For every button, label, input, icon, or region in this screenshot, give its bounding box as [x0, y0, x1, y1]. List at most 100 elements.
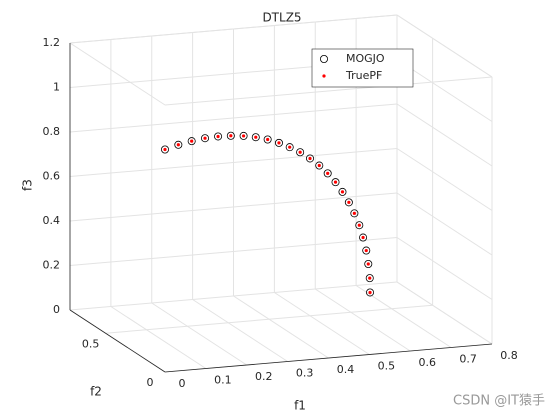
point [298, 150, 302, 154]
point [239, 131, 248, 140]
z-tick-label: 0.4 [43, 214, 61, 227]
point [366, 288, 375, 297]
point [368, 276, 372, 280]
grid-line [69, 281, 398, 311]
point [216, 134, 220, 139]
point [338, 187, 347, 196]
point [305, 154, 314, 163]
point [176, 143, 180, 147]
point [340, 190, 345, 194]
marks [160, 131, 375, 297]
point [323, 169, 332, 178]
point [160, 145, 169, 154]
watermark: CSDN @IT猿手 [453, 394, 545, 409]
grid-line [110, 306, 207, 369]
z-axis-label: f3 [21, 179, 35, 191]
point [241, 134, 246, 138]
x-tick-label: 0.3 [296, 367, 314, 380]
z-tick-label: 1.2 [43, 36, 61, 49]
point [331, 178, 340, 187]
point [266, 137, 270, 142]
point [277, 141, 281, 145]
point [254, 135, 258, 139]
point [203, 136, 207, 140]
point [174, 140, 183, 149]
point [362, 246, 371, 255]
point [251, 133, 260, 142]
point [214, 132, 223, 141]
grid: 0 0.1 0.2 0.3 0.4 0.5 0.6 0.7 0.8 0 0.5 0 0.2 0.4 0.6 0… [43, 14, 518, 390]
legend-marker [319, 55, 328, 64]
y-tick-label: 0 [147, 376, 154, 389]
grid-line [69, 237, 398, 266]
x-axis [164, 343, 493, 373]
box-edge [69, 14, 398, 44]
x-tick-label: 0.4 [337, 363, 355, 376]
z-tick-label: 0.2 [43, 259, 61, 272]
point [347, 200, 351, 204]
point [190, 139, 194, 143]
point [317, 163, 321, 168]
point [350, 209, 359, 218]
grid-line [274, 292, 370, 355]
x-tick-label: 0.1 [214, 374, 232, 387]
box-edge [69, 42, 166, 106]
legend-label: TruePF [345, 69, 382, 82]
point [333, 180, 338, 184]
grid-line [233, 295, 329, 359]
x-tick-label: 0 [179, 377, 186, 390]
box-edge [396, 14, 493, 78]
point [361, 235, 365, 240]
grid-line [192, 299, 288, 362]
point [226, 131, 235, 140]
z-tick-label: 1 [53, 81, 60, 94]
chart-title: DTLZ5 [262, 11, 301, 25]
z-tick-label: 0 [53, 303, 60, 316]
point [201, 134, 210, 143]
grid-line [105, 304, 433, 334]
x-tick-label: 0.7 [459, 353, 477, 366]
point [364, 248, 368, 253]
legend-label: MOGJO [346, 52, 385, 65]
grid-line [396, 103, 493, 167]
legend-box [311, 48, 414, 88]
point [326, 171, 330, 175]
point [263, 135, 272, 144]
point [308, 156, 312, 161]
grid-line [396, 237, 493, 300]
legend: MOGJO TruePF [311, 48, 414, 88]
grid-line [396, 281, 493, 345]
grid-line [69, 103, 398, 133]
point [365, 274, 374, 283]
y-axis [69, 309, 166, 373]
grid-line [314, 288, 411, 352]
legend-marker [322, 74, 326, 78]
x-axis-label: f1 [294, 399, 306, 413]
point [364, 259, 373, 268]
point [288, 145, 292, 149]
point [355, 221, 364, 230]
grid-line [69, 148, 398, 177]
x-tick-label: 0.5 [378, 360, 396, 373]
point [229, 134, 233, 138]
point [163, 147, 167, 152]
y-tick-label: 0.5 [82, 337, 100, 350]
x-tick-label: 0.6 [419, 356, 437, 369]
x-tick-label: 0.8 [500, 349, 518, 362]
grid-line [69, 192, 398, 222]
point [352, 211, 356, 215]
point [315, 161, 324, 170]
grid-line [396, 192, 493, 256]
point [368, 290, 372, 295]
point [344, 198, 353, 207]
box-edge [164, 76, 493, 106]
point [359, 233, 368, 242]
z-tick-label: 0.8 [43, 125, 61, 138]
point [285, 143, 294, 152]
point [296, 148, 305, 157]
grid-line [151, 302, 248, 366]
x-tick-label: 0.2 [255, 370, 273, 383]
grid-line [396, 148, 493, 211]
point [366, 262, 370, 266]
